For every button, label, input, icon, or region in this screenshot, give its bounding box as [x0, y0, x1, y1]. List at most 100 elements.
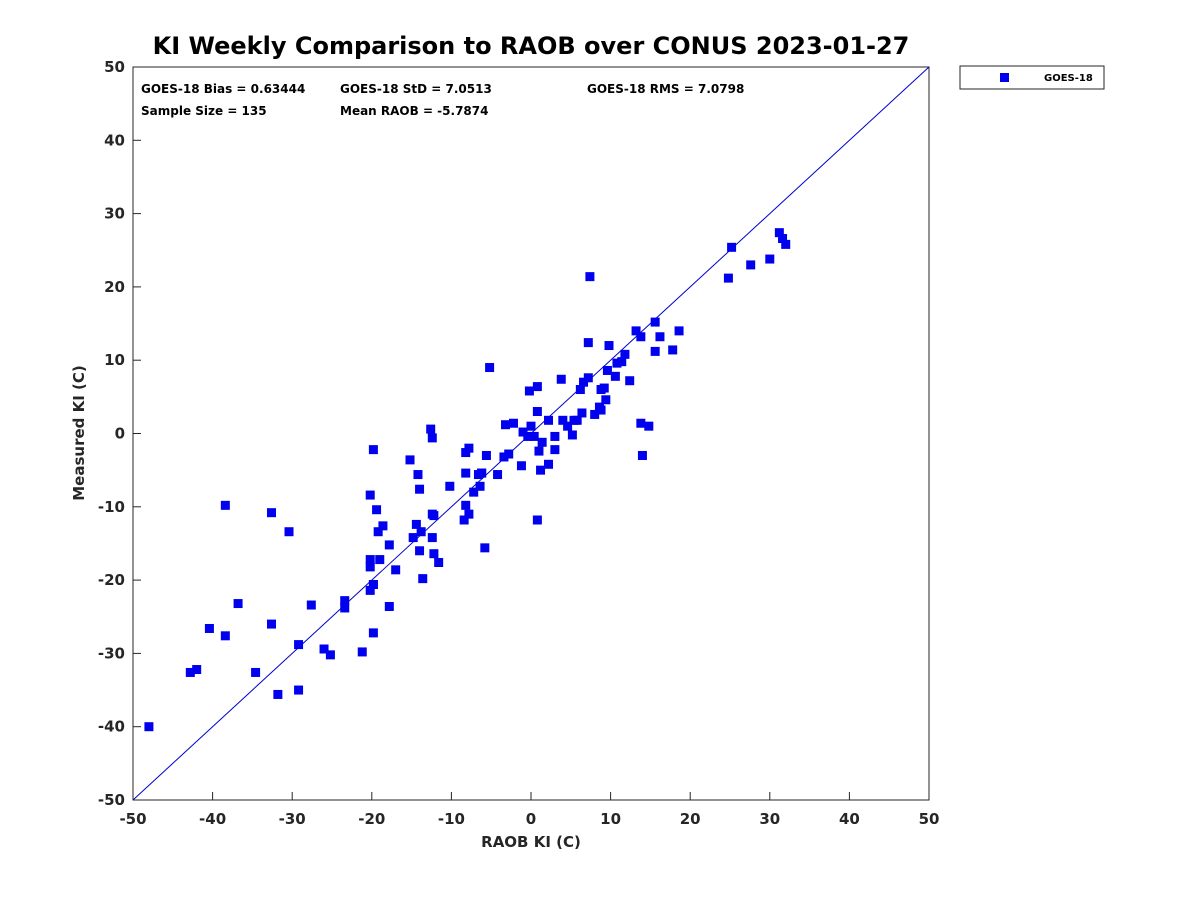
- data-point: [636, 332, 646, 342]
- data-point: [617, 357, 627, 367]
- data-point: [405, 455, 415, 465]
- data-point: [636, 418, 646, 428]
- x-tick-label: 30: [759, 810, 780, 828]
- data-point: [365, 490, 375, 500]
- data-point: [778, 234, 788, 244]
- data-point: [572, 415, 582, 425]
- data-point: [319, 644, 329, 654]
- x-axis-ticks: -50 -40 -30 -20 -10 0 10 20 30 40 50: [119, 792, 939, 828]
- data-point: [340, 603, 350, 613]
- data-point: [480, 543, 490, 553]
- x-tick-label: -40: [199, 810, 226, 828]
- data-point: [415, 484, 425, 494]
- data-point: [372, 505, 382, 515]
- data-point: [461, 468, 471, 478]
- data-points: [144, 228, 791, 732]
- data-point: [384, 601, 394, 611]
- data-point: [192, 665, 202, 675]
- data-point: [601, 395, 611, 405]
- data-point: [583, 373, 593, 383]
- data-point: [508, 418, 518, 428]
- data-point: [610, 371, 620, 381]
- data-point: [368, 579, 378, 589]
- data-point: [558, 415, 568, 425]
- x-tick-label: 20: [680, 810, 701, 828]
- data-point: [637, 450, 647, 460]
- y-tick-label: -50: [98, 791, 125, 809]
- x-tick-label: 50: [919, 810, 940, 828]
- data-point: [418, 574, 428, 584]
- data-point: [325, 650, 335, 660]
- data-point: [445, 481, 455, 491]
- data-point: [668, 345, 678, 355]
- data-point: [204, 623, 214, 633]
- data-point: [526, 421, 536, 431]
- y-tick-label: 20: [104, 278, 125, 296]
- data-point: [411, 519, 421, 529]
- stat-rms: GOES-18 RMS = 7.0798: [587, 82, 744, 96]
- data-point: [516, 461, 526, 471]
- data-point: [604, 341, 614, 351]
- legend: GOES-18: [959, 65, 1105, 90]
- data-point: [416, 527, 426, 537]
- data-point: [306, 600, 316, 610]
- legend-label: GOES-18: [1044, 73, 1093, 84]
- data-point: [650, 317, 660, 327]
- data-point: [585, 272, 595, 282]
- data-point: [544, 415, 554, 425]
- data-point: [220, 631, 230, 641]
- data-point: [532, 382, 542, 392]
- data-point: [459, 515, 469, 525]
- data-point: [493, 470, 503, 480]
- x-tick-label: -10: [438, 810, 465, 828]
- data-point: [434, 558, 444, 568]
- data-point: [294, 685, 304, 695]
- y-axis-ticks: 50 40 30 20 10 0 -10 -20 -30 -40 -50: [98, 58, 141, 809]
- data-point: [577, 408, 587, 418]
- y-tick-label: -30: [98, 644, 125, 662]
- data-point: [590, 409, 600, 419]
- data-point: [774, 228, 784, 238]
- data-point: [567, 430, 577, 440]
- data-point: [294, 640, 304, 650]
- data-point: [378, 521, 388, 531]
- data-point: [499, 452, 509, 462]
- y-tick-label: -20: [98, 571, 125, 589]
- x-axis-label: RAOB KI (C): [481, 833, 581, 851]
- data-point: [537, 437, 547, 447]
- data-point: [185, 667, 195, 677]
- data-point: [575, 385, 585, 395]
- data-point: [765, 254, 775, 264]
- data-point: [415, 546, 425, 556]
- y-tick-label: -10: [98, 498, 125, 516]
- stat-std: GOES-18 StD = 7.0513: [340, 82, 492, 96]
- data-point: [365, 555, 375, 565]
- y-tick-label: -40: [98, 718, 125, 736]
- data-point: [267, 508, 277, 518]
- data-point: [481, 450, 491, 460]
- data-point: [408, 533, 418, 543]
- data-point: [504, 449, 514, 459]
- data-point: [475, 481, 485, 491]
- data-point: [556, 374, 566, 384]
- data-point: [723, 273, 733, 283]
- y-axis-label: Measured KI (C): [70, 365, 88, 501]
- data-point: [464, 443, 474, 453]
- data-point: [518, 427, 528, 437]
- data-point: [620, 349, 630, 359]
- y-tick-label: 30: [104, 205, 125, 223]
- data-point: [650, 346, 660, 356]
- x-tick-label: -20: [358, 810, 385, 828]
- data-point: [464, 509, 474, 519]
- data-point: [523, 431, 533, 441]
- data-point: [461, 500, 471, 510]
- data-point: [563, 421, 573, 431]
- data-point: [524, 386, 534, 396]
- data-point: [340, 596, 350, 606]
- data-point: [536, 465, 546, 475]
- data-point: [602, 365, 612, 375]
- data-point: [391, 565, 401, 575]
- data-point: [368, 628, 378, 638]
- x-tick-label: 10: [600, 810, 621, 828]
- data-point: [144, 722, 154, 732]
